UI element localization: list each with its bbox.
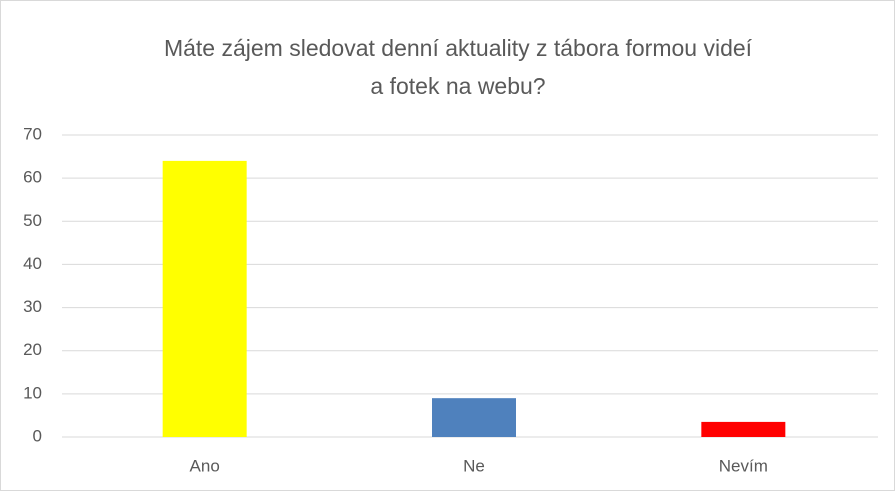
y-tick-label: 50 bbox=[23, 211, 42, 230]
x-tick-label: Ano bbox=[190, 456, 220, 475]
y-tick-label: 30 bbox=[23, 297, 42, 316]
bar bbox=[701, 421, 786, 437]
bar bbox=[162, 160, 247, 437]
x-tick-label: Ne bbox=[463, 456, 485, 475]
y-tick-label: 40 bbox=[23, 254, 42, 273]
y-tick-label: 60 bbox=[23, 168, 42, 187]
chart-title: Máte zájem sledovat denní aktuality z tá… bbox=[164, 35, 753, 61]
y-tick-label: 20 bbox=[23, 340, 42, 359]
y-tick-label: 10 bbox=[23, 383, 42, 402]
x-tick-label: Nevím bbox=[719, 456, 768, 475]
y-tick-label: 70 bbox=[23, 124, 42, 143]
y-tick-label: 0 bbox=[33, 426, 42, 445]
bar bbox=[432, 398, 516, 437]
chart-title: a fotek na webu? bbox=[370, 73, 545, 99]
